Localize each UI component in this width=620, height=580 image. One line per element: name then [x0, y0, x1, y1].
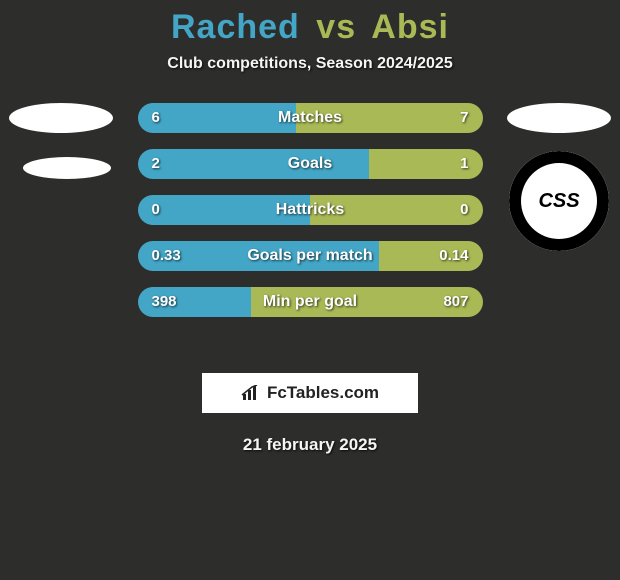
stat-row: 00Hattricks: [138, 195, 483, 225]
brand-text: FcTables.com: [267, 383, 379, 403]
stat-row: 21Goals: [138, 149, 483, 179]
left-player-graphics: [6, 103, 116, 179]
chart-icon: [241, 385, 261, 401]
stat-label: Goals: [138, 149, 483, 179]
stat-row: 0.330.14Goals per match: [138, 241, 483, 271]
stat-row: 398807Min per goal: [138, 287, 483, 317]
stat-label: Min per goal: [138, 287, 483, 317]
stat-label: Hattricks: [138, 195, 483, 225]
stat-row: 67Matches: [138, 103, 483, 133]
stat-label: Goals per match: [138, 241, 483, 271]
title-player1: Rached: [171, 8, 300, 46]
page-title: Rached vs Absi: [0, 8, 620, 47]
title-vs: vs: [316, 8, 356, 46]
club-logo: CSS: [509, 151, 609, 251]
root: Rached vs Absi Club competitions, Season…: [0, 0, 620, 455]
right-player-graphics: CSS: [504, 103, 614, 251]
brand-box: FcTables.com: [202, 373, 418, 413]
stat-label: Matches: [138, 103, 483, 133]
club-logo-label: CSS: [521, 163, 597, 239]
ellipse-icon: [507, 103, 611, 133]
ellipse-icon: [9, 103, 113, 133]
ellipse-icon: [23, 157, 111, 179]
comparison-area: CSS 67Matches 21Goals 00Hattricks 0.330.14G…: [0, 103, 620, 363]
date-text: 21 february 2025: [0, 435, 620, 455]
title-player2: Absi: [371, 8, 449, 46]
stat-bars: 67Matches 21Goals 00Hattricks 0.330.14Goals…: [138, 103, 483, 317]
subtitle: Club competitions, Season 2024/2025: [0, 55, 620, 73]
